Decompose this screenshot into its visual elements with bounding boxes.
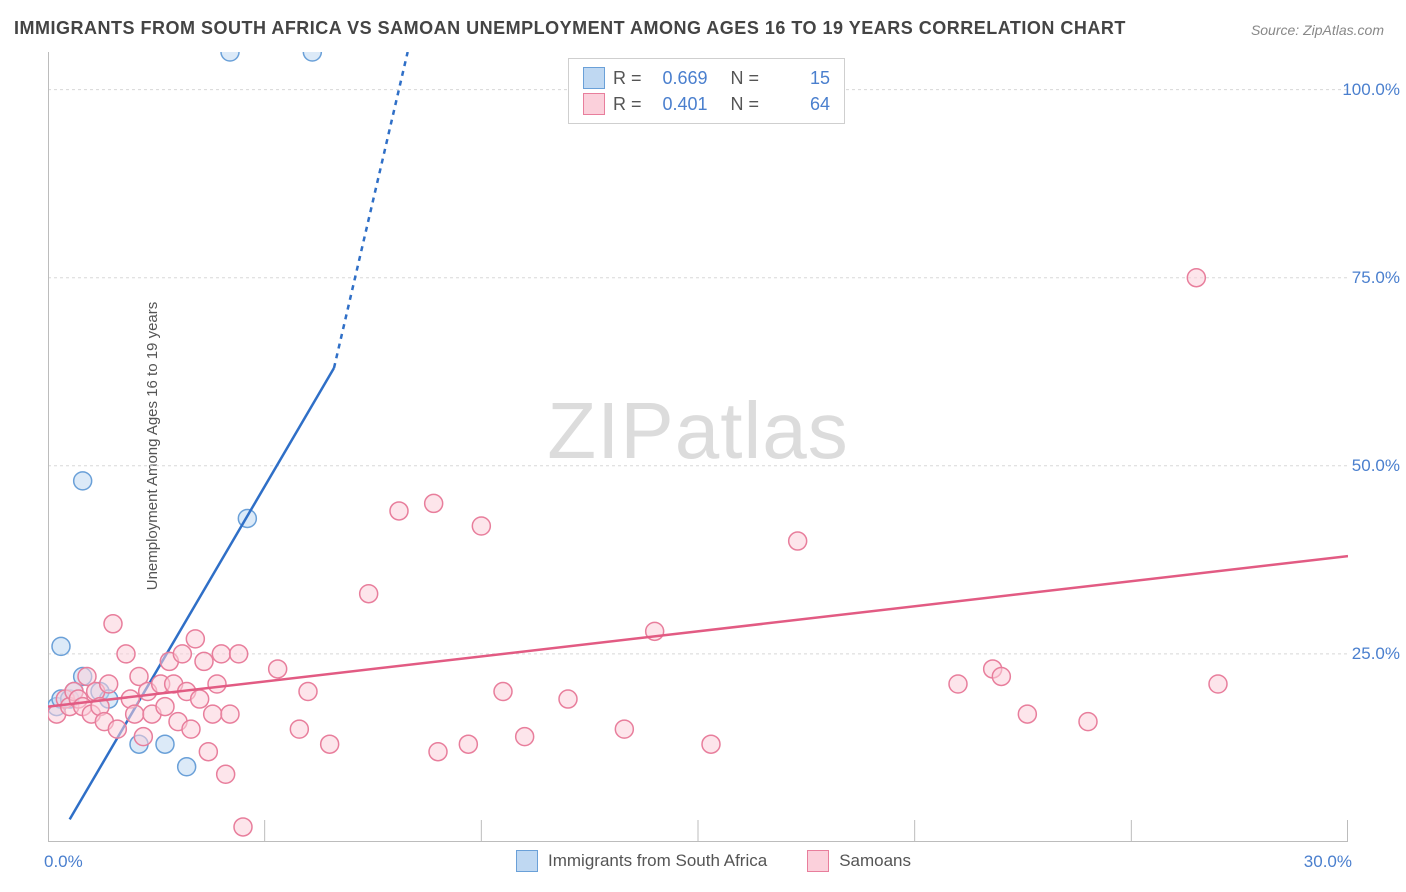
y-tick-label: 50.0%	[1352, 456, 1400, 476]
legend-stats-row: R = 0.401 N = 64	[583, 91, 830, 117]
chart-svg	[48, 52, 1348, 842]
y-tick-label: 100.0%	[1342, 80, 1400, 100]
legend-n-value: 64	[772, 94, 830, 115]
legend-swatch-icon	[807, 850, 829, 872]
x-tick-label: 0.0%	[44, 852, 83, 872]
legend-r-value: 0.669	[650, 68, 708, 89]
y-tick-label: 25.0%	[1352, 644, 1400, 664]
legend-swatch-icon	[516, 850, 538, 872]
legend-series-name: Immigrants from South Africa	[548, 851, 767, 871]
legend-series: Immigrants from South Africa Samoans	[516, 850, 911, 872]
legend-swatch-icon	[583, 67, 605, 89]
y-tick-label: 75.0%	[1352, 268, 1400, 288]
legend-n-label: N =	[716, 94, 765, 115]
legend-r-value: 0.401	[650, 94, 708, 115]
legend-stats-box: R = 0.669 N = 15 R = 0.401 N = 64	[568, 58, 845, 124]
legend-swatch-icon	[583, 93, 605, 115]
legend-item: Samoans	[807, 850, 911, 872]
legend-stats-row: R = 0.669 N = 15	[583, 65, 830, 91]
chart-title: IMMIGRANTS FROM SOUTH AFRICA VS SAMOAN U…	[14, 18, 1126, 39]
chart-plot-area: ZIPatlas 25.0%50.0%75.0%100.0%0.0%30.0% …	[48, 52, 1348, 842]
legend-series-name: Samoans	[839, 851, 911, 871]
legend-r-label: R =	[613, 68, 642, 89]
legend-n-label: N =	[716, 68, 765, 89]
legend-item: Immigrants from South Africa	[516, 850, 767, 872]
legend-r-label: R =	[613, 94, 642, 115]
source-attribution: Source: ZipAtlas.com	[1251, 22, 1384, 38]
legend-n-value: 15	[772, 68, 830, 89]
x-tick-label: 30.0%	[1304, 852, 1352, 872]
